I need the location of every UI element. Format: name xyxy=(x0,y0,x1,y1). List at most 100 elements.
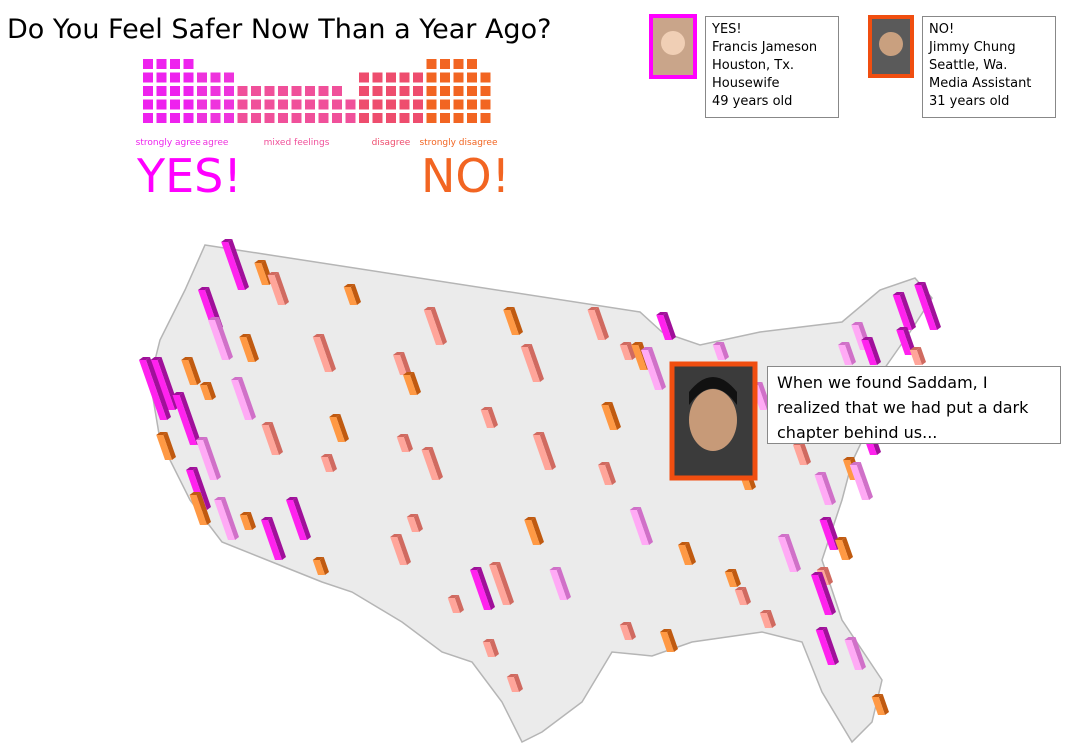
bar-front xyxy=(239,337,255,362)
bar-side xyxy=(921,282,941,330)
bar-top xyxy=(587,307,599,310)
bar-side xyxy=(916,347,926,365)
bar-front xyxy=(396,437,409,452)
bar-top xyxy=(844,637,856,640)
scale-square xyxy=(170,86,180,96)
no-label: NO! xyxy=(421,149,510,203)
scale-square xyxy=(251,99,261,110)
scale-square xyxy=(372,72,383,83)
bar-top xyxy=(524,517,536,520)
profile-card: NO! Jimmy Chung Seattle, Wa. Media Assis… xyxy=(922,16,1056,118)
bar-side xyxy=(146,357,171,420)
scale-square xyxy=(224,113,234,123)
bar-side xyxy=(685,542,696,565)
scale-square xyxy=(453,113,464,123)
scale-square xyxy=(467,59,477,69)
scale-square xyxy=(143,99,153,110)
scale-square xyxy=(237,86,248,96)
bar-side xyxy=(246,512,256,530)
scale-square xyxy=(143,72,153,83)
bar-side xyxy=(784,534,801,572)
bar-front xyxy=(601,405,617,430)
age: 31 years old xyxy=(929,94,1010,109)
bar-side xyxy=(487,407,498,428)
scale-square xyxy=(156,99,167,110)
bar-top xyxy=(892,292,904,295)
scale-square xyxy=(278,99,288,110)
bar-top xyxy=(734,587,746,590)
scale-square xyxy=(386,113,396,123)
bar-front xyxy=(524,520,540,545)
scale-square xyxy=(197,72,207,83)
bar-front xyxy=(254,263,269,285)
scale-square xyxy=(426,99,437,110)
scale-square xyxy=(426,86,437,96)
bar-side xyxy=(667,629,678,652)
scale-column xyxy=(305,86,315,123)
scale-square xyxy=(318,99,329,110)
bar-top xyxy=(396,434,408,437)
bar-side xyxy=(430,307,447,345)
scale-square xyxy=(426,113,437,123)
bar-side xyxy=(845,342,856,365)
bar-top xyxy=(629,507,641,510)
bar-front xyxy=(312,337,332,372)
bar-top xyxy=(909,347,921,350)
bar-front xyxy=(181,360,197,385)
bar-side xyxy=(489,639,499,657)
bar-front xyxy=(815,630,835,665)
bar-top xyxy=(172,392,184,395)
bar-top xyxy=(896,327,908,330)
bar-front xyxy=(261,520,282,560)
bar-front xyxy=(814,475,832,505)
scale-square xyxy=(183,86,194,96)
scale-column xyxy=(143,59,153,123)
bar-front xyxy=(139,360,167,420)
answer: NO! xyxy=(929,22,955,37)
scale-column xyxy=(453,59,464,123)
bar-front xyxy=(844,640,862,670)
bar-front xyxy=(503,310,519,335)
bar-front xyxy=(712,345,725,360)
scale-square xyxy=(291,113,302,123)
bar-side xyxy=(477,567,495,610)
bar-side xyxy=(800,442,811,465)
bar-front xyxy=(641,350,662,390)
scale-square xyxy=(210,72,221,83)
photo-no xyxy=(868,15,914,78)
bar-side xyxy=(350,284,361,305)
bar-top xyxy=(208,317,219,320)
bar-side xyxy=(413,514,423,532)
bar-top xyxy=(181,357,193,360)
bar-top xyxy=(503,307,515,310)
scale-column xyxy=(332,86,342,123)
scale-square xyxy=(156,59,167,69)
bar-side xyxy=(636,507,653,545)
scale-square xyxy=(480,86,491,96)
scale-column xyxy=(359,72,369,123)
bar-front xyxy=(214,500,235,540)
bar-front xyxy=(343,287,357,305)
scale-square xyxy=(251,86,261,96)
bar-side xyxy=(496,562,514,605)
bar-top xyxy=(549,567,561,570)
bar-top xyxy=(470,567,481,570)
scale-column xyxy=(345,99,356,123)
bar-top xyxy=(849,462,861,465)
scale-square xyxy=(480,99,491,110)
bar-top xyxy=(221,239,233,242)
bar-top xyxy=(186,467,197,470)
scale-square xyxy=(183,72,194,83)
scale-square xyxy=(156,113,167,123)
scale-square xyxy=(264,86,275,96)
bar-front xyxy=(423,310,443,345)
scale-square xyxy=(386,86,396,96)
scale-column xyxy=(251,86,261,123)
bar-side xyxy=(206,382,216,400)
bar-front xyxy=(189,495,207,525)
profile-card: YES! Francis Jameson Houston, Tx. Housew… xyxy=(705,16,839,118)
bar-side xyxy=(319,334,336,372)
bar-top xyxy=(329,414,341,417)
bar-top xyxy=(861,337,873,340)
bar-top xyxy=(150,357,162,360)
